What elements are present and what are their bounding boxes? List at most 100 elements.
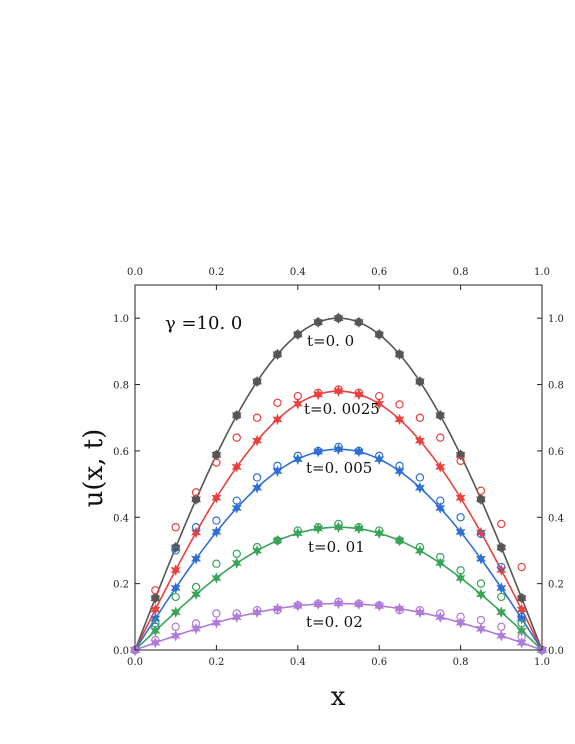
y-axis-title: u(x, t) bbox=[79, 429, 109, 508]
series-1-circle-marker bbox=[497, 519, 506, 529]
markers-layer bbox=[129, 312, 548, 656]
gamma-parameter-label: γ =10. 0 bbox=[165, 313, 242, 334]
series-1-circle-marker bbox=[212, 458, 221, 467]
series-4-circle-marker bbox=[476, 615, 486, 625]
series-1-star-marker bbox=[211, 491, 222, 504]
ticks-layer: 0.00.00.20.20.40.40.60.60.80.81.01.00.0 0… bbox=[113, 267, 564, 668]
x-tick-label-bottom: 0.8 bbox=[453, 657, 469, 668]
series-1-star-marker bbox=[353, 388, 364, 401]
series-3-star-marker bbox=[150, 624, 161, 637]
series-3-star-marker bbox=[292, 527, 303, 539]
series-1-star-marker bbox=[292, 398, 303, 410]
series-0-star-marker bbox=[353, 316, 364, 328]
series-2-circle-marker bbox=[476, 529, 486, 539]
series-4-star-marker bbox=[516, 636, 527, 649]
series-2-star-marker bbox=[252, 481, 263, 494]
series-4-star-marker bbox=[170, 629, 181, 642]
series-label-t0025: t=0. 0025 bbox=[304, 400, 380, 418]
series-3-star-marker bbox=[191, 588, 202, 601]
series-4-star-marker bbox=[394, 602, 405, 615]
series-1-circle-marker bbox=[191, 488, 201, 497]
series-0-star-marker bbox=[414, 375, 425, 388]
series-3-star-marker bbox=[455, 572, 466, 584]
series-3-star-marker bbox=[231, 557, 242, 569]
series-0-star-marker bbox=[252, 375, 263, 388]
series-1-star-marker bbox=[231, 461, 242, 473]
series-4-star-marker bbox=[374, 600, 385, 612]
series-0-star-marker bbox=[455, 449, 466, 461]
y-tick-label-left: 1.0 bbox=[113, 314, 129, 325]
series-1-star-marker bbox=[414, 434, 425, 447]
series-2-star-marker bbox=[435, 502, 446, 514]
series-2-star-marker bbox=[374, 453, 385, 465]
x-tick-label-bottom: 0.0 bbox=[127, 657, 143, 668]
series-1-star-marker bbox=[435, 461, 446, 473]
series-2-star-marker bbox=[272, 465, 283, 477]
series-1-circle-marker bbox=[517, 562, 526, 572]
series-1-star-marker bbox=[272, 413, 283, 426]
series-2-star-marker bbox=[150, 612, 161, 625]
series-label-t0: t=0. 0 bbox=[307, 332, 354, 350]
series-2-star-marker bbox=[353, 445, 364, 458]
series-1-star-marker bbox=[252, 434, 263, 447]
series-3-star-marker bbox=[475, 588, 486, 601]
series-3-star-marker bbox=[252, 545, 263, 557]
series-1-star-marker bbox=[496, 564, 507, 576]
x-tick-label-top: 1.0 bbox=[534, 267, 550, 278]
series-3-star-marker bbox=[272, 534, 283, 547]
series-3-circle-marker bbox=[212, 559, 221, 568]
series-1-circle-marker bbox=[476, 486, 486, 495]
series-2-star-marker bbox=[475, 552, 486, 565]
series-0-star-marker bbox=[191, 493, 202, 506]
series-1-star-marker bbox=[394, 413, 405, 426]
series-2-circle-marker bbox=[497, 562, 506, 572]
x-tick-label-top: 0.6 bbox=[371, 267, 387, 278]
series-1-circle-marker bbox=[252, 413, 262, 422]
x-axis-title: x bbox=[331, 682, 346, 712]
series-0-star-marker bbox=[435, 409, 446, 422]
series-label-t02: t=0. 02 bbox=[306, 613, 363, 631]
x-tick-label-top: 0.2 bbox=[208, 267, 224, 278]
series-0-star-marker bbox=[313, 316, 324, 328]
plot-frame bbox=[134, 284, 543, 651]
y-tick-label-left: 0.4 bbox=[113, 513, 129, 524]
series-3-star-marker bbox=[353, 522, 364, 535]
series-3-star-marker bbox=[313, 522, 324, 535]
series-3-star-marker bbox=[414, 545, 425, 557]
series-2-star-marker bbox=[313, 445, 324, 458]
series-0-star-marker bbox=[394, 348, 405, 361]
series-3-star-marker bbox=[333, 521, 344, 534]
series-1-star-marker bbox=[374, 398, 385, 410]
series-4-star-marker bbox=[414, 606, 425, 619]
series-4-star-marker bbox=[455, 617, 466, 629]
series-2-star-marker bbox=[292, 453, 303, 465]
series-2-star-marker bbox=[211, 526, 222, 538]
series-4-star-marker bbox=[333, 597, 344, 610]
series-3-star-marker bbox=[496, 606, 507, 618]
series-0-star-marker bbox=[272, 348, 283, 361]
series-0-star-marker bbox=[374, 328, 385, 341]
series-4-star-marker bbox=[496, 629, 507, 642]
y-tick-label-right: 0.6 bbox=[548, 447, 564, 458]
series-4-star-marker bbox=[313, 598, 324, 610]
y-tick-label-right: 0.2 bbox=[548, 580, 564, 591]
series-4-circle-marker bbox=[171, 622, 180, 631]
series-2-circle-marker bbox=[415, 473, 425, 482]
series-0-star-marker bbox=[150, 592, 161, 605]
y-tick-label-right: 0.0 bbox=[548, 646, 564, 657]
series-4-star-marker bbox=[475, 622, 486, 635]
series-1-star-marker bbox=[170, 564, 181, 576]
series-3-circle-marker bbox=[232, 549, 241, 558]
y-tick-label-right: 0.8 bbox=[548, 381, 564, 392]
series-1-circle-marker bbox=[456, 456, 465, 466]
y-tick-label-left: 0.6 bbox=[113, 447, 129, 458]
series-3-star-marker bbox=[374, 527, 385, 539]
x-tick-label-bottom: 0.6 bbox=[371, 657, 387, 668]
series-0-star-marker bbox=[333, 312, 344, 324]
y-tick-label-left: 0.8 bbox=[113, 381, 129, 392]
y-tick-label-left: 0.0 bbox=[113, 646, 129, 657]
series-2-star-marker bbox=[414, 481, 425, 494]
series-0-star-marker bbox=[231, 409, 242, 422]
series-0-star-marker bbox=[516, 592, 527, 605]
